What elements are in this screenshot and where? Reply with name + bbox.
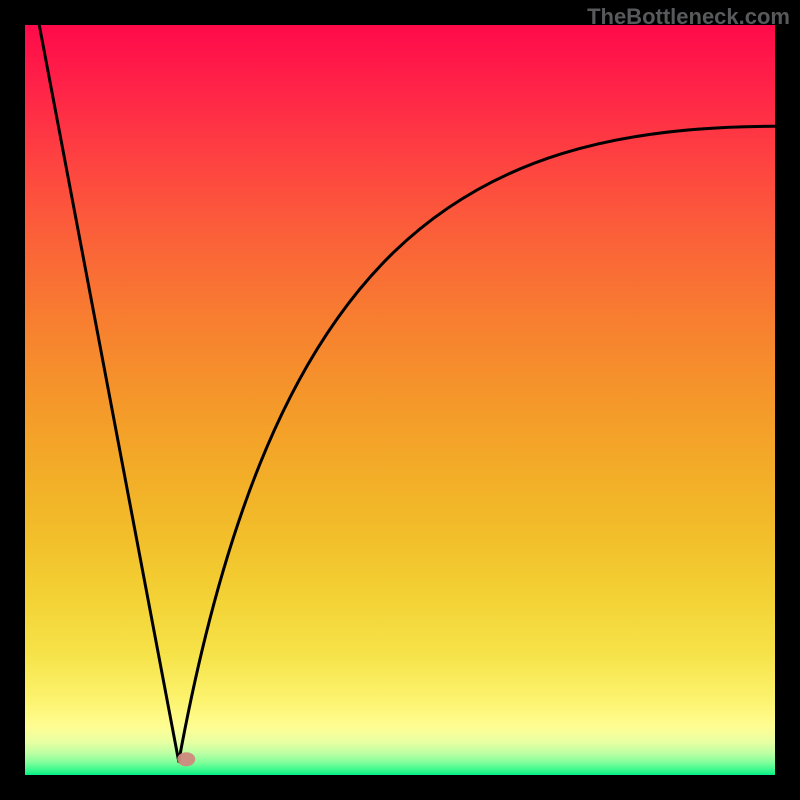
watermark-text: TheBottleneck.com xyxy=(587,4,790,30)
chart-svg xyxy=(0,0,800,800)
plot-background xyxy=(25,25,775,775)
optimal-marker xyxy=(177,752,195,766)
bottleneck-chart: TheBottleneck.com xyxy=(0,0,800,800)
